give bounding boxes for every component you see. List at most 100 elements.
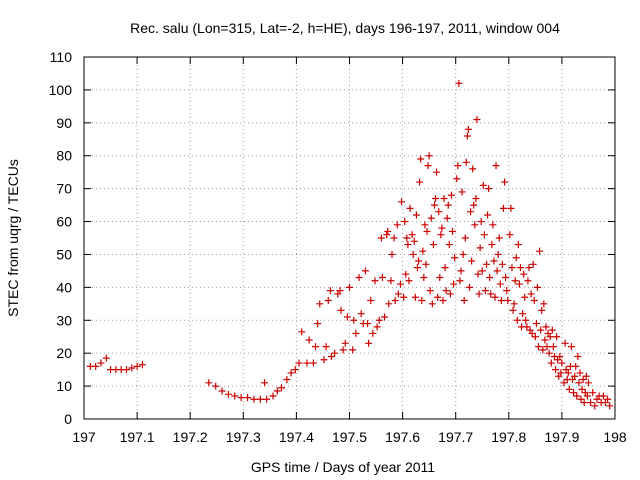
data-point <box>231 392 239 400</box>
data-point <box>572 362 580 370</box>
data-point <box>511 277 519 285</box>
data-point <box>527 290 535 298</box>
data-point <box>488 241 496 249</box>
data-point <box>528 329 536 337</box>
y-tick-label: 40 <box>56 279 72 295</box>
data-point <box>263 395 271 403</box>
y-tick-label: 90 <box>56 115 72 131</box>
data-point <box>546 333 554 341</box>
data-point <box>575 379 583 387</box>
y-tick-label: 30 <box>56 312 72 328</box>
data-points <box>86 79 614 410</box>
data-point <box>314 320 322 328</box>
x-tick-label: 198 <box>603 429 627 445</box>
data-point <box>496 280 504 288</box>
data-point <box>133 362 141 370</box>
data-point <box>509 306 517 314</box>
data-point <box>515 280 523 288</box>
data-point <box>510 300 518 308</box>
y-tick-label: 50 <box>56 246 72 262</box>
data-point <box>537 326 545 334</box>
data-point <box>273 387 281 395</box>
data-point <box>587 399 595 407</box>
data-point <box>485 185 493 193</box>
data-point <box>409 250 417 258</box>
y-tick-label: 10 <box>56 378 72 394</box>
data-point <box>560 379 568 387</box>
data-point <box>487 290 495 298</box>
data-point <box>205 379 213 387</box>
data-point <box>420 273 428 281</box>
data-point <box>476 244 484 252</box>
data-point <box>425 152 433 160</box>
data-point <box>486 273 494 281</box>
data-point <box>539 346 547 354</box>
data-point <box>373 323 381 331</box>
data-point <box>429 241 437 249</box>
data-point <box>468 257 476 265</box>
y-tick-label: 20 <box>56 345 72 361</box>
data-point <box>97 359 105 367</box>
data-point <box>367 297 375 305</box>
data-point <box>298 328 306 336</box>
data-point <box>377 234 385 242</box>
data-point <box>473 116 481 124</box>
data-point <box>589 389 597 397</box>
data-point <box>365 339 373 347</box>
x-tick-label: 197.4 <box>279 429 314 445</box>
data-point <box>519 310 527 318</box>
data-point <box>411 293 419 301</box>
data-point <box>326 287 334 295</box>
data-point <box>343 313 351 321</box>
data-point <box>491 293 499 301</box>
data-point <box>412 211 420 219</box>
data-point <box>533 283 541 291</box>
data-point <box>460 297 468 305</box>
data-point <box>218 387 226 395</box>
data-point <box>478 267 486 275</box>
data-point <box>410 237 418 245</box>
data-point <box>355 273 363 281</box>
data-point <box>565 385 573 393</box>
data-point <box>548 326 556 334</box>
y-tick-label: 100 <box>49 82 73 98</box>
x-tick-label: 197 <box>72 429 96 445</box>
data-point <box>455 79 463 87</box>
data-point <box>482 260 490 268</box>
data-point <box>426 287 434 295</box>
data-point <box>512 254 520 262</box>
x-tick-label: 197.5 <box>332 429 367 445</box>
data-point <box>385 300 393 308</box>
chart-title: Rec. salu (Lon=315, Lat=-2, h=HE), days … <box>130 20 560 36</box>
data-point <box>540 300 548 308</box>
data-point <box>212 382 220 390</box>
y-tick-label: 80 <box>56 148 72 164</box>
plot-frame <box>83 56 616 420</box>
x-tick-label: 197.7 <box>438 429 473 445</box>
data-point <box>331 349 339 357</box>
x-tick-label: 197.9 <box>544 429 579 445</box>
data-point <box>474 270 482 278</box>
data-point <box>138 361 146 369</box>
grid-lines <box>84 57 615 419</box>
data-point <box>403 234 411 242</box>
data-point <box>102 354 110 362</box>
data-point <box>444 201 452 209</box>
data-point <box>346 283 353 291</box>
data-point <box>406 204 414 212</box>
data-point <box>350 316 358 324</box>
data-point <box>538 306 546 314</box>
data-point <box>369 329 377 337</box>
data-point <box>415 257 423 265</box>
data-point <box>445 241 453 249</box>
data-point <box>469 165 477 173</box>
data-point <box>606 402 614 410</box>
data-point <box>552 366 560 374</box>
data-point <box>456 277 464 285</box>
data-point <box>390 234 398 242</box>
data-point <box>322 343 330 351</box>
data-point <box>461 234 469 242</box>
data-point <box>481 287 489 295</box>
x-tick-label: 197.2 <box>173 429 208 445</box>
